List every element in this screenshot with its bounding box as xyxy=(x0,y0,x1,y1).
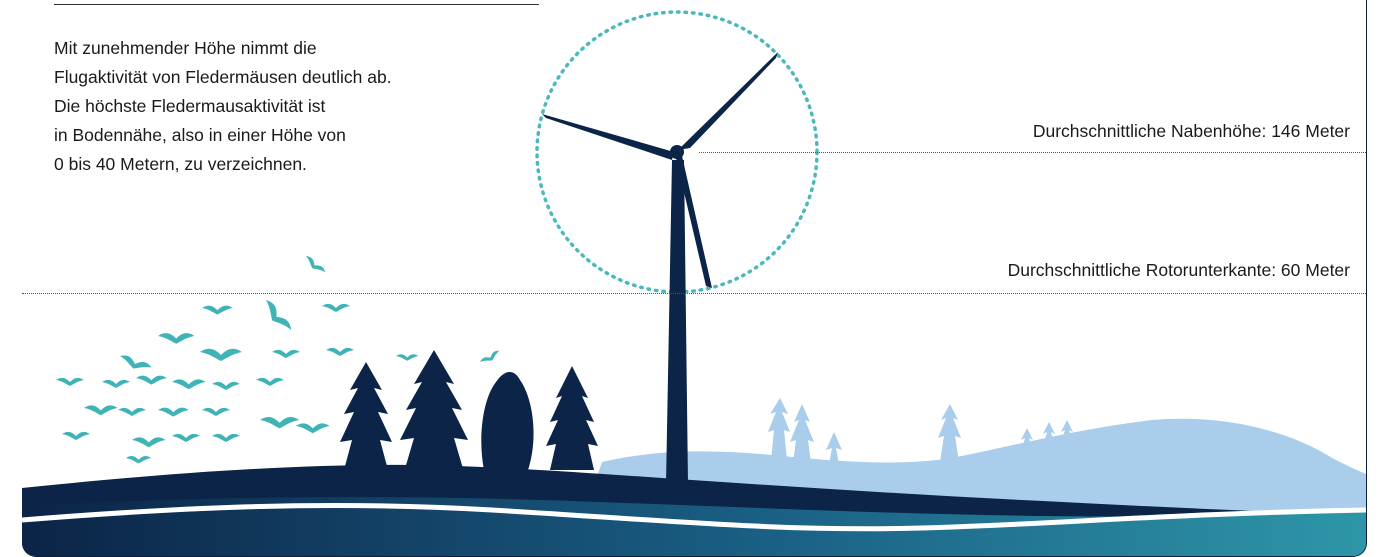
bat-icon xyxy=(202,407,230,416)
landscape-scene xyxy=(22,10,1366,556)
bat-icon xyxy=(158,333,195,344)
bat-icon xyxy=(84,405,118,416)
infographic-frame: Mit zunehmender Höhe nimmt die Flugaktiv… xyxy=(22,0,1367,557)
bat-icon xyxy=(259,298,294,336)
bat-icon xyxy=(302,254,327,277)
bat-icon xyxy=(200,348,242,361)
white-swoosh xyxy=(22,502,1366,532)
rotor-bottom-line xyxy=(22,293,1366,294)
bat-icon xyxy=(172,433,200,442)
bat-icon xyxy=(256,377,284,386)
bat-icon xyxy=(212,433,240,442)
bat-icon xyxy=(479,349,502,367)
dark-trees xyxy=(340,350,598,472)
bat-icon xyxy=(126,456,152,464)
bat-icon xyxy=(62,431,90,440)
bat-icon xyxy=(136,375,167,385)
bat-icon xyxy=(158,407,189,417)
description-text: Mit zunehmender Höhe nimmt die Flugaktiv… xyxy=(54,34,524,179)
description-line: Die höchste Fledermausaktivität ist xyxy=(54,96,326,116)
bat-icon xyxy=(322,303,350,312)
bat-icon xyxy=(117,353,153,375)
bat-icon xyxy=(102,379,130,388)
hub-height-label: Durchschnittliche Nabenhöhe: 146 Meter xyxy=(1032,121,1350,141)
description-line: in Bodennähe, also in einer Höhe von xyxy=(54,125,346,145)
bat-icon xyxy=(56,377,84,386)
rotor-bottom-label: Durchschnittliche Rotorunterkante: 60 Me… xyxy=(1007,260,1350,280)
top-rule xyxy=(54,4,539,5)
bat-icon xyxy=(172,379,206,390)
bat-icon xyxy=(202,305,233,315)
description-line: Flugaktivität von Fledermäusen deutlich … xyxy=(54,67,392,87)
ground-band xyxy=(22,497,1366,556)
bat-icon xyxy=(272,349,300,358)
description-line: 0 bis 40 Metern, zu verzeichnen. xyxy=(54,154,307,174)
bat-icon xyxy=(132,437,166,448)
light-trees xyxy=(768,398,1073,470)
hub-height-line xyxy=(699,152,1366,153)
bat-icon xyxy=(260,416,300,429)
bat-icon xyxy=(396,354,419,361)
description-line: Mit zunehmender Höhe nimmt die xyxy=(54,38,317,58)
wind-turbine-icon xyxy=(542,52,778,484)
bat-icon xyxy=(118,407,146,416)
bat-icon xyxy=(212,381,240,390)
bat-icon xyxy=(326,347,354,356)
bat-icon xyxy=(296,423,330,434)
